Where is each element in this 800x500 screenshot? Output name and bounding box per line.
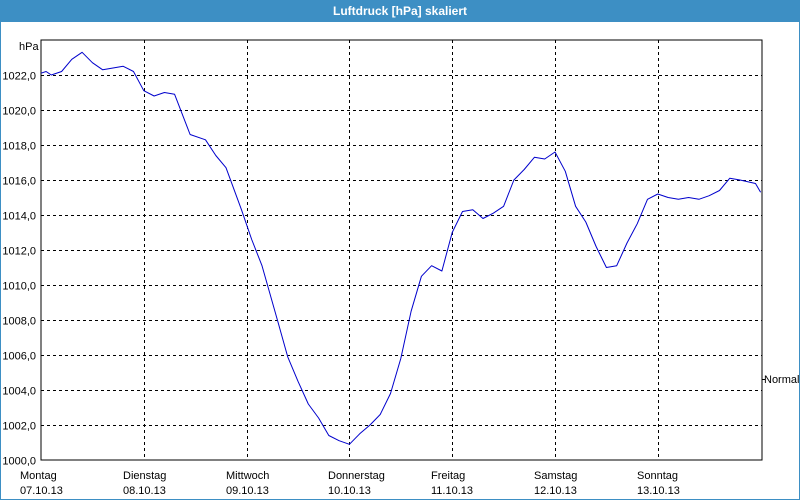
- chart-title: Luftdruck [hPa] skaliert: [1, 1, 799, 22]
- y-tick-label: 1000,0: [2, 456, 36, 468]
- x-tick-date-label: 07.10.13: [20, 485, 63, 497]
- y-tick-label: 1002,0: [2, 421, 36, 433]
- x-tick-date-label: 10.10.13: [328, 485, 371, 497]
- y-tick-label: 1006,0: [2, 351, 36, 363]
- x-tick-date-label: 11.10.13: [431, 485, 473, 497]
- y-tick-label: 1022,0: [2, 71, 36, 83]
- y-tick-label: 1018,0: [2, 141, 36, 153]
- x-tick-date-label: 08.10.13: [123, 485, 166, 497]
- y-tick-label: 1004,0: [2, 386, 36, 398]
- x-tick-day-label: Donnerstag: [328, 470, 385, 482]
- x-tick-date-label: 09.10.13: [226, 485, 269, 497]
- normal-reference-label: Normal: [764, 374, 799, 386]
- x-tick-day-label: Sonntag: [637, 470, 678, 482]
- x-tick-day-label: Mittwoch: [226, 470, 269, 482]
- x-tick-day-label: Dienstag: [123, 470, 166, 482]
- y-tick-label: 1016,0: [2, 176, 36, 188]
- x-tick-date-label: 13.10.13: [637, 485, 680, 497]
- x-tick-day-label: Samstag: [534, 470, 577, 482]
- pressure-series-line: [40, 51, 762, 445]
- y-tick-label: 1014,0: [2, 211, 36, 223]
- y-tick-label: 1010,0: [2, 281, 36, 293]
- y-axis-unit-label: hPa: [19, 41, 39, 53]
- y-tick-label: 1008,0: [2, 316, 36, 328]
- y-tick-label: 1020,0: [2, 106, 36, 118]
- x-tick-day-label: Freitag: [431, 470, 465, 482]
- x-tick-day-label: Montag: [20, 470, 57, 482]
- y-tick-label: 1012,0: [2, 246, 36, 258]
- x-tick-date-label: 12.10.13: [534, 485, 577, 497]
